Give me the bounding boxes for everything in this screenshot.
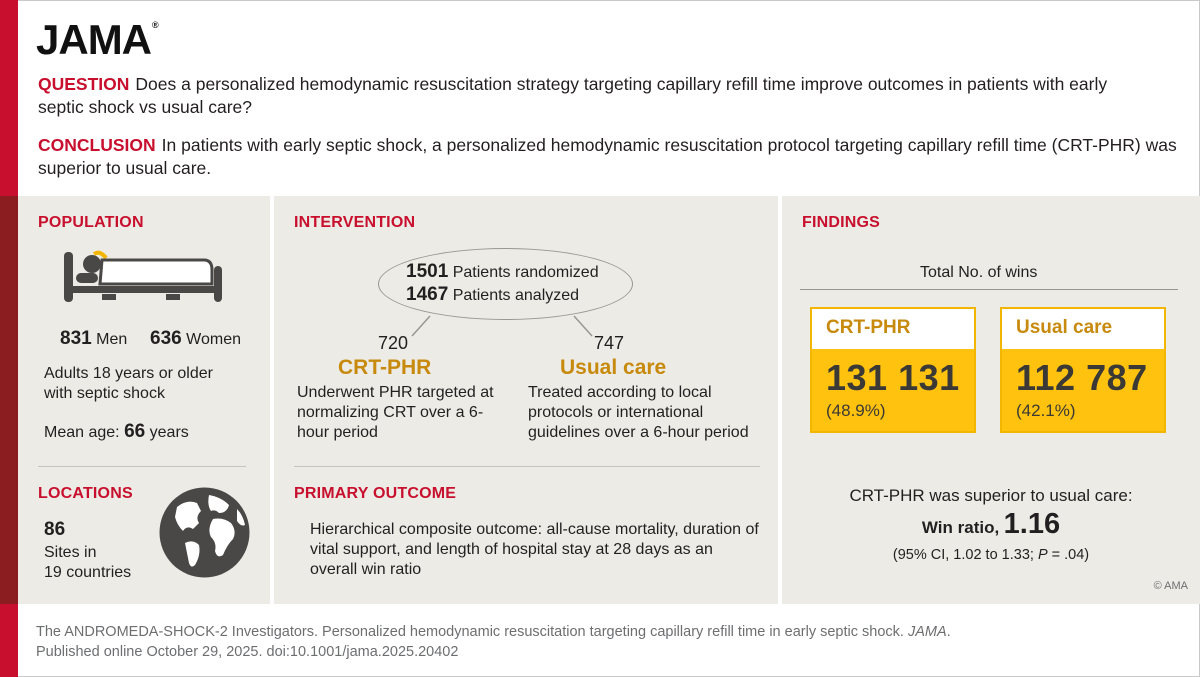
conclusion-text: In patients with early septic shock, a p… (38, 135, 1177, 178)
crt-phr-wins-value: 131 131 (826, 357, 960, 398)
crt-phr-wins-fill: 131 131 (48.9%) (812, 349, 974, 431)
mean-age-line: Mean age: 66 years (44, 421, 189, 442)
globe-icon (159, 487, 250, 578)
arm2-name: Usual care (560, 356, 667, 379)
population-heading: POPULATION (38, 214, 144, 231)
accent-bar-top (0, 0, 18, 196)
arm1-description: Underwent PHR targeted at normalizing CR… (297, 384, 494, 441)
win-ratio-value: 1.16 (1003, 508, 1061, 540)
citation-line-1: The ANDROMEDA-SHOCK-2 Investigators. Per… (36, 624, 951, 640)
allocation-lines (411, 315, 593, 337)
intervention-heading: INTERVENTION (294, 214, 416, 231)
jama-logo: JAMA® (36, 16, 159, 63)
citation-line-2: Published online October 29, 2025. doi:1… (36, 644, 459, 660)
question-label: QUESTION (38, 74, 130, 94)
question-text: Does a personalized hemodynamic resuscit… (38, 74, 1108, 117)
usual-care-wins-box: Usual care 112 787 (42.1%) (1000, 307, 1166, 433)
arm2-count: 747 (594, 333, 625, 353)
hospital-bed-icon (64, 250, 222, 302)
intervention-divider (294, 466, 760, 467)
population-description: Adults 18 years or older with septic sho… (44, 365, 213, 402)
crt-phr-wins-label: CRT-PHR (826, 317, 911, 338)
sites-label: Sites in (44, 544, 97, 561)
win-ratio-label: Win ratio, (921, 518, 1000, 537)
copyright: © AMA (1153, 580, 1188, 592)
men-count-line: 831 Men (60, 328, 128, 349)
usual-care-wins-label: Usual care (1016, 317, 1113, 338)
locations-heading: LOCATIONS (38, 485, 133, 502)
primary-outcome-text: Hierarchical composite outcome: all-caus… (310, 521, 759, 578)
win-ratio-line: Win ratio, 1.16 (782, 508, 1200, 541)
usual-care-wins-percent: (42.1%) (1016, 401, 1076, 420)
primary-outcome-heading: PRIMARY OUTCOME (294, 485, 457, 502)
findings-heading: FINDINGS (802, 214, 881, 231)
wins-title: Total No. of wins (920, 264, 1038, 281)
randomization-ellipse (378, 248, 633, 320)
superior-statement: CRT-PHR was superior to usual care: (849, 486, 1133, 505)
usual-care-wins-value: 112 787 (1016, 357, 1148, 398)
conclusion-block: CONCLUSION In patients with early septic … (38, 134, 1198, 180)
arm2-description: Treated according to local protocols or … (528, 384, 749, 441)
countries-count: 19 countries (44, 564, 132, 581)
randomized-line: 1501 Patients randomized (406, 261, 599, 282)
women-count-line: 636 Women (150, 328, 241, 349)
accent-bar-bottom (0, 604, 18, 677)
population-divider (38, 466, 246, 467)
crt-phr-wins-box: CRT-PHR 131 131 (48.9%) (810, 307, 976, 433)
analyzed-line: 1467 Patients analyzed (406, 284, 580, 305)
accent-bar-middle (0, 196, 18, 604)
usual-care-wins-fill: 112 787 (42.1%) (1002, 349, 1164, 431)
question-block: QUESTION Does a personalized hemodynamic … (38, 73, 1138, 119)
conclusion-label: CONCLUSION (38, 135, 156, 155)
arm1-count: 720 (378, 333, 409, 353)
sites-count: 86 (44, 519, 66, 540)
confidence-interval: (95% CI, 1.02 to 1.33; P = .04) (892, 547, 1090, 563)
arm1-name: CRT-PHR (338, 356, 432, 379)
wins-title-rule (800, 289, 1178, 290)
crt-phr-wins-percent: (48.9%) (826, 401, 886, 420)
citation: The ANDROMEDA-SHOCK-2 Investigators. Per… (36, 622, 1136, 662)
